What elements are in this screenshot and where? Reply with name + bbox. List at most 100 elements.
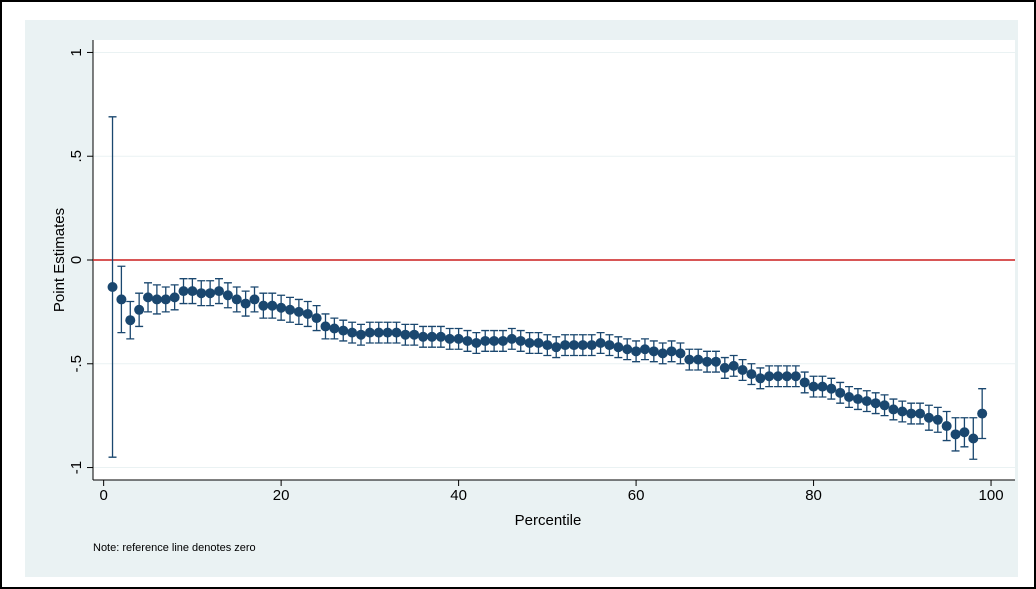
point [577,340,588,351]
note: Note: reference line denotes zero [93,542,256,554]
point [560,340,571,351]
point [622,344,633,355]
point [551,342,562,353]
point [196,288,207,299]
point [222,290,233,301]
point [666,346,677,357]
point [799,377,810,388]
point [773,371,784,382]
point [781,371,792,382]
point [684,354,695,365]
y-tick-label: .5 [68,150,85,163]
point [897,406,908,417]
point [329,323,340,334]
x-tick-label: 0 [99,487,107,504]
point [631,346,642,357]
point [409,329,420,340]
point [746,369,757,380]
point [604,340,615,351]
point [959,427,970,438]
point [240,298,251,309]
point [977,408,988,419]
point [648,346,659,357]
y-tick-label: -.5 [68,355,85,373]
point [293,306,304,317]
x-tick-label: 80 [805,487,822,504]
point [710,356,721,367]
point [116,294,127,305]
point [923,412,934,423]
point [861,396,872,407]
point [568,340,579,351]
point [941,421,952,432]
point [444,333,455,344]
point [586,340,597,351]
point [480,335,491,346]
point [888,404,899,415]
point [524,338,535,349]
point [125,315,136,326]
point [755,373,766,384]
y-axis-title: Point Estimates [51,208,68,312]
point [542,340,553,351]
point [497,335,508,346]
point [453,333,464,344]
point [285,304,296,315]
point [693,354,704,365]
point [675,348,686,359]
point [932,414,943,425]
point [906,408,917,419]
point [639,344,650,355]
point [728,360,739,371]
point [852,394,863,405]
point [373,327,384,338]
point [178,286,189,297]
point [817,381,828,392]
point [364,327,375,338]
point [835,387,846,398]
point [533,338,544,349]
point [302,308,313,319]
x-axis-title: Percentile [515,512,582,529]
point [382,327,393,338]
point [107,281,118,292]
point [613,342,624,353]
point [400,329,411,340]
point [231,294,242,305]
point [764,371,775,382]
point [737,365,748,375]
x-tick-label: 60 [628,487,645,504]
point [657,348,668,359]
y-tick-label: 0 [68,256,85,264]
point [355,329,366,340]
y-tick-label: 1 [68,48,85,56]
point [205,288,216,299]
point [418,331,429,342]
point [267,300,278,311]
point [462,335,473,346]
point [134,304,145,315]
point [276,302,287,313]
point [489,335,500,346]
point [169,292,180,303]
point [311,313,322,324]
x-tick-label: 20 [273,487,290,504]
point [870,398,881,409]
point [808,381,819,392]
x-tick-label: 40 [450,487,467,504]
point [790,371,801,382]
point [879,400,890,411]
point [968,433,979,444]
point [426,331,437,342]
point [391,327,402,338]
point [249,294,260,305]
point [915,408,926,419]
point [258,300,269,311]
point [435,331,446,342]
point [143,292,154,303]
point [702,356,713,367]
y-tick-label: -1 [68,461,85,474]
point [347,327,358,338]
point [151,294,162,305]
